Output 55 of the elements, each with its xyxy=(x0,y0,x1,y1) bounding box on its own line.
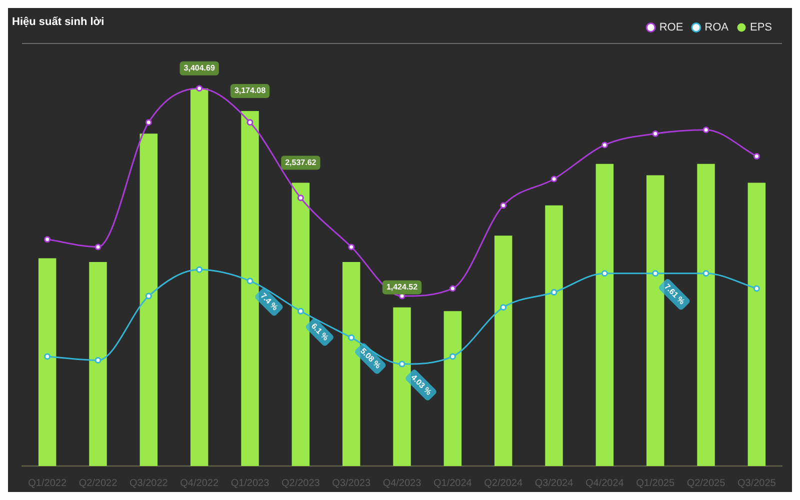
point xyxy=(145,292,152,300)
point xyxy=(550,289,558,296)
bar xyxy=(140,134,158,466)
legend-label: EPS xyxy=(750,22,772,34)
point xyxy=(601,142,608,148)
bar xyxy=(38,258,56,466)
annotation: 7.4 % xyxy=(258,291,280,312)
bar xyxy=(89,262,107,466)
bar xyxy=(292,182,310,466)
annotation: 2,537.62 xyxy=(285,158,317,167)
annotation: 4.03 % xyxy=(409,372,434,397)
point xyxy=(550,176,558,182)
point xyxy=(652,130,659,137)
annotation: 6.1 % xyxy=(309,322,330,342)
point xyxy=(297,308,304,314)
bar xyxy=(494,236,512,466)
chart-title: Hiệu suất sinh lời xyxy=(12,16,104,28)
point xyxy=(348,334,355,341)
point xyxy=(702,126,710,134)
bar xyxy=(393,307,411,466)
point xyxy=(348,244,355,250)
annotation: 3,174.08 xyxy=(234,86,266,96)
point xyxy=(196,85,203,92)
point xyxy=(44,353,51,360)
bar xyxy=(748,182,766,466)
point xyxy=(449,285,456,292)
point xyxy=(246,278,254,284)
bar xyxy=(545,205,563,466)
point xyxy=(297,194,304,202)
bar xyxy=(190,88,208,466)
bar xyxy=(697,164,715,466)
point xyxy=(145,119,152,126)
bar xyxy=(342,262,360,466)
point xyxy=(44,236,51,243)
legend-label: ROE xyxy=(659,22,684,34)
point xyxy=(94,244,102,250)
bar xyxy=(596,164,614,466)
legend-label: ROA xyxy=(704,22,730,34)
bar xyxy=(444,311,462,466)
bar xyxy=(646,175,664,466)
point xyxy=(500,304,507,311)
point xyxy=(702,270,710,277)
annotation: 1,424.52 xyxy=(386,282,418,292)
point xyxy=(753,153,760,160)
point xyxy=(94,357,102,364)
point xyxy=(500,202,507,209)
point xyxy=(196,266,203,273)
point xyxy=(601,270,608,277)
point xyxy=(753,285,760,292)
bar xyxy=(241,110,259,466)
point xyxy=(398,360,406,368)
point xyxy=(652,270,659,277)
point xyxy=(246,119,254,126)
point xyxy=(449,353,456,360)
annotation: 3,404.69 xyxy=(184,64,216,73)
